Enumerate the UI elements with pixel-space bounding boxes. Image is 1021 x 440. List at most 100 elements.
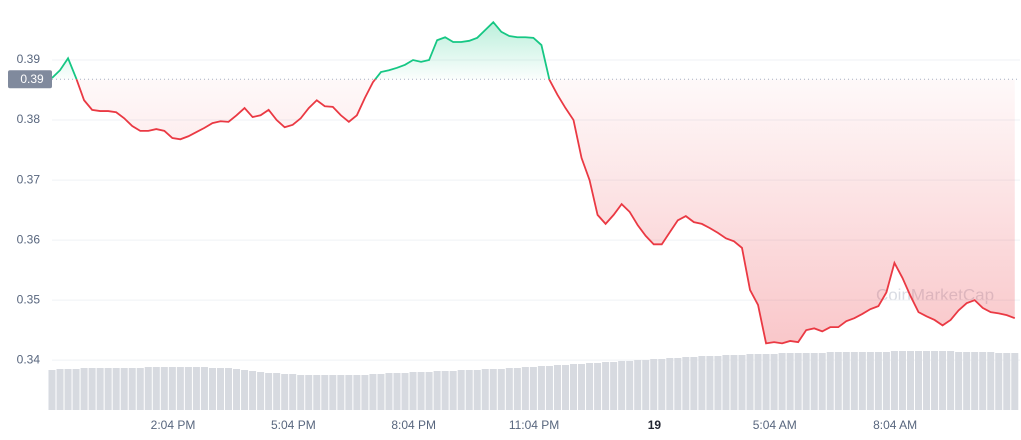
volume-bar [634, 360, 642, 410]
volume-bar [618, 361, 626, 410]
x-tick-label: 8:04 PM [391, 418, 436, 432]
volume-bar [594, 363, 602, 410]
volume-bar [995, 353, 1003, 410]
volume-bar [674, 358, 682, 410]
volume-bar [489, 369, 497, 410]
volume-bar [112, 368, 120, 410]
volume-bar [610, 362, 618, 410]
volume-bar [433, 371, 441, 410]
volume-bar [88, 368, 96, 410]
y-tick-label: 0.35 [17, 292, 41, 306]
volume-bar [706, 356, 714, 410]
volume-bar [553, 365, 561, 410]
volume-bar [80, 368, 88, 410]
volume-bar [786, 353, 794, 410]
volume-bar [979, 352, 987, 410]
volume-bar [987, 352, 995, 410]
x-tick-label: 19 [648, 418, 662, 432]
volume-bar [313, 375, 321, 410]
volume-bar [481, 369, 489, 410]
volume-bar [144, 367, 152, 410]
volume-bar [529, 367, 537, 410]
volume-bar [738, 355, 746, 410]
volume-bar [425, 372, 433, 410]
volume-bar [385, 373, 393, 410]
volume-bar [465, 370, 473, 410]
volume-bar [216, 368, 224, 410]
volume-bar [345, 375, 353, 410]
volume-bar [802, 353, 810, 410]
volume-bar [746, 354, 754, 410]
volume-bar [305, 375, 313, 410]
volume-bar [682, 357, 690, 410]
volume-bar [658, 359, 666, 410]
volume-bar [401, 373, 409, 410]
volume-bar [361, 375, 369, 410]
volume-bar [48, 370, 56, 410]
volume-bar [353, 375, 361, 410]
volume-bar [457, 370, 465, 410]
volume-bar [56, 369, 64, 410]
area-up [52, 22, 550, 80]
volume-bar [866, 352, 874, 410]
volume-bar [168, 367, 176, 410]
volume-bar [497, 369, 505, 410]
volume-bar [265, 373, 273, 410]
x-tick-label: 11:04 PM [509, 418, 559, 432]
volume-bar [931, 351, 939, 410]
volume-bar [192, 367, 200, 410]
volume-bar [826, 352, 834, 410]
volume-bar [136, 368, 144, 410]
volume-bar [1003, 353, 1011, 410]
x-tick-label: 8:04 AM [873, 418, 917, 432]
x-tick-label: 5:04 PM [271, 418, 316, 432]
volume-bar [898, 351, 906, 410]
y-tick-label: 0.39 [17, 52, 41, 66]
volume-bar [890, 351, 898, 410]
x-tick-label: 2:04 PM [151, 418, 196, 432]
volume-bar [602, 362, 610, 410]
volume-bar [241, 370, 249, 410]
volume-bar [778, 353, 786, 410]
volume-bar [923, 351, 931, 410]
volume-bar [249, 371, 257, 410]
price-line-up [51, 20, 551, 80]
volume-bar [850, 352, 858, 410]
volume-bar [842, 352, 850, 410]
volume-bar [586, 363, 594, 410]
volume-bar [297, 375, 305, 410]
volume-bar [714, 356, 722, 410]
baseline-label-box [8, 70, 52, 89]
volume-bar [521, 367, 529, 410]
volume-bar [200, 367, 208, 410]
volume-bar [224, 368, 233, 410]
volume-bar [289, 374, 297, 410]
volume-bar [698, 356, 706, 410]
volume-bar [72, 369, 80, 410]
volume-bar [369, 374, 377, 410]
volume-bar [794, 353, 802, 410]
volume-bar [104, 368, 112, 410]
volume-bar [810, 353, 818, 410]
volume-bar [128, 368, 136, 410]
y-tick-label: 0.37 [17, 172, 41, 186]
volume-bar [184, 367, 192, 410]
volume-bar [505, 368, 513, 410]
volume-bar [963, 352, 971, 410]
x-tick-label: 5:04 AM [753, 418, 797, 432]
volume-bar [417, 372, 425, 410]
volume-bar [939, 351, 947, 410]
volume-bar [650, 359, 658, 410]
y-tick-label: 0.38 [17, 112, 41, 126]
volume-bar [321, 375, 329, 410]
volume-bar [722, 355, 730, 410]
volume-bar [818, 353, 826, 410]
volume-bar [971, 352, 979, 410]
volume-bar [377, 374, 385, 410]
volume-bar [690, 357, 698, 410]
volume-bar [537, 366, 545, 410]
volume-bar [120, 368, 128, 410]
volume-bar [160, 367, 168, 410]
volume-bar [96, 368, 104, 410]
